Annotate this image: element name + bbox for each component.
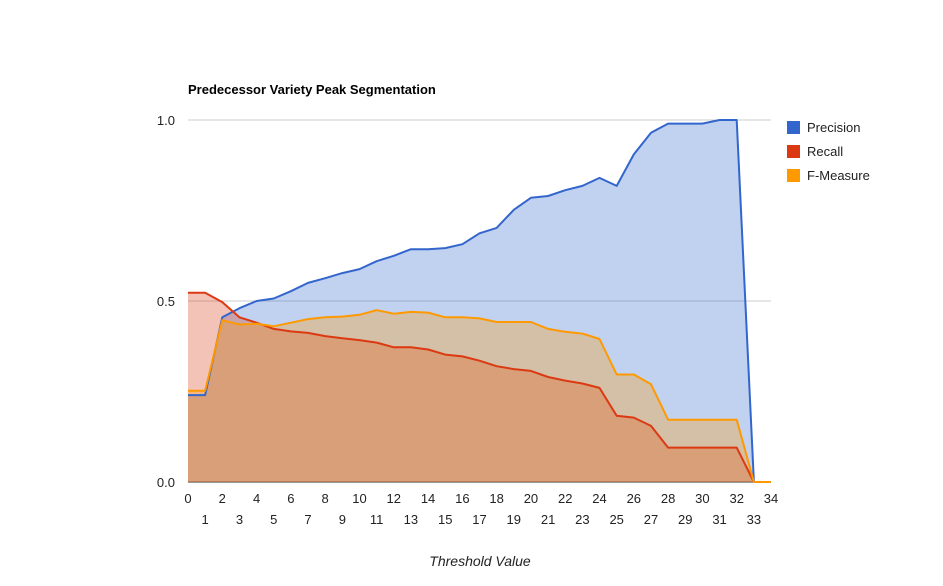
x-tick-label: 11 — [370, 512, 384, 527]
series-areas — [188, 120, 771, 482]
x-tick-label: 26 — [627, 491, 641, 506]
x-tick-label: 21 — [541, 512, 555, 527]
x-tick-label: 4 — [253, 491, 260, 506]
x-tick-label: 1 — [202, 512, 209, 527]
x-tick-label: 19 — [507, 512, 521, 527]
x-tick-label: 27 — [644, 512, 658, 527]
chart-title: Predecessor Variety Peak Segmentation — [188, 82, 436, 97]
x-tick-label: 20 — [524, 491, 538, 506]
x-tick-label: 29 — [678, 512, 692, 527]
x-tick-label: 6 — [287, 491, 294, 506]
x-tick-label: 2 — [219, 491, 226, 506]
x-tick-label: 25 — [609, 512, 623, 527]
x-tick-label: 23 — [575, 512, 589, 527]
line-recall — [188, 291, 771, 483]
x-tick-label: 34 — [764, 491, 778, 506]
x-tick-label: 17 — [472, 512, 486, 527]
x-tick-label: 5 — [270, 512, 277, 527]
y-tick-label: 0.0 — [157, 475, 175, 490]
x-tick-label: 14 — [421, 491, 435, 506]
x-tick-label: 3 — [236, 512, 243, 527]
x-tick-label: 12 — [387, 491, 401, 506]
x-tick-label: 16 — [455, 491, 469, 506]
y-tick-label: 1.0 — [157, 113, 175, 128]
legend-swatch-f-measure — [787, 169, 800, 182]
y-axis-ticks: 0.0 0.5 1.0 — [157, 113, 175, 490]
x-tick-label: 9 — [339, 512, 346, 527]
legend-swatch-recall — [787, 145, 800, 158]
x-tick-label: 15 — [438, 512, 452, 527]
x-tick-label: 32 — [729, 491, 743, 506]
x-tick-label: 10 — [352, 491, 366, 506]
area-precision — [188, 120, 771, 482]
x-tick-label: 13 — [404, 512, 418, 527]
x-axis-ticks: 0 2 4 6 8 10 12 14 16 18 20 22 24 26 28 30 32 341 3 5 7 9 11 13… — [184, 491, 778, 527]
area-recall — [188, 292, 771, 482]
y-tick-label: 0.5 — [157, 294, 175, 309]
legend-swatch-precision — [787, 121, 800, 134]
x-tick-label: 8 — [322, 491, 329, 506]
x-tick-label: 33 — [747, 512, 761, 527]
line-precision — [188, 119, 771, 483]
legend-label-recall: Recall — [807, 144, 843, 159]
area-f-measure — [188, 310, 771, 482]
x-tick-label: 0 — [184, 491, 191, 506]
series-lines — [188, 119, 771, 483]
x-tick-label: 31 — [712, 512, 726, 527]
x-tick-label: 18 — [489, 491, 503, 506]
x-tick-label: 24 — [592, 491, 606, 506]
x-axis-label: Threshold Value — [429, 553, 531, 569]
legend: Precision Recall F-Measure — [787, 120, 870, 183]
x-tick-label: 22 — [558, 491, 572, 506]
x-tick-label: 28 — [661, 491, 675, 506]
legend-label-f-measure: F-Measure — [807, 168, 870, 183]
legend-label-precision: Precision — [807, 120, 860, 135]
line-f-measure — [188, 309, 771, 483]
x-tick-label: 7 — [304, 512, 311, 527]
x-tick-label: 30 — [695, 491, 709, 506]
gridlines — [188, 119, 771, 483]
